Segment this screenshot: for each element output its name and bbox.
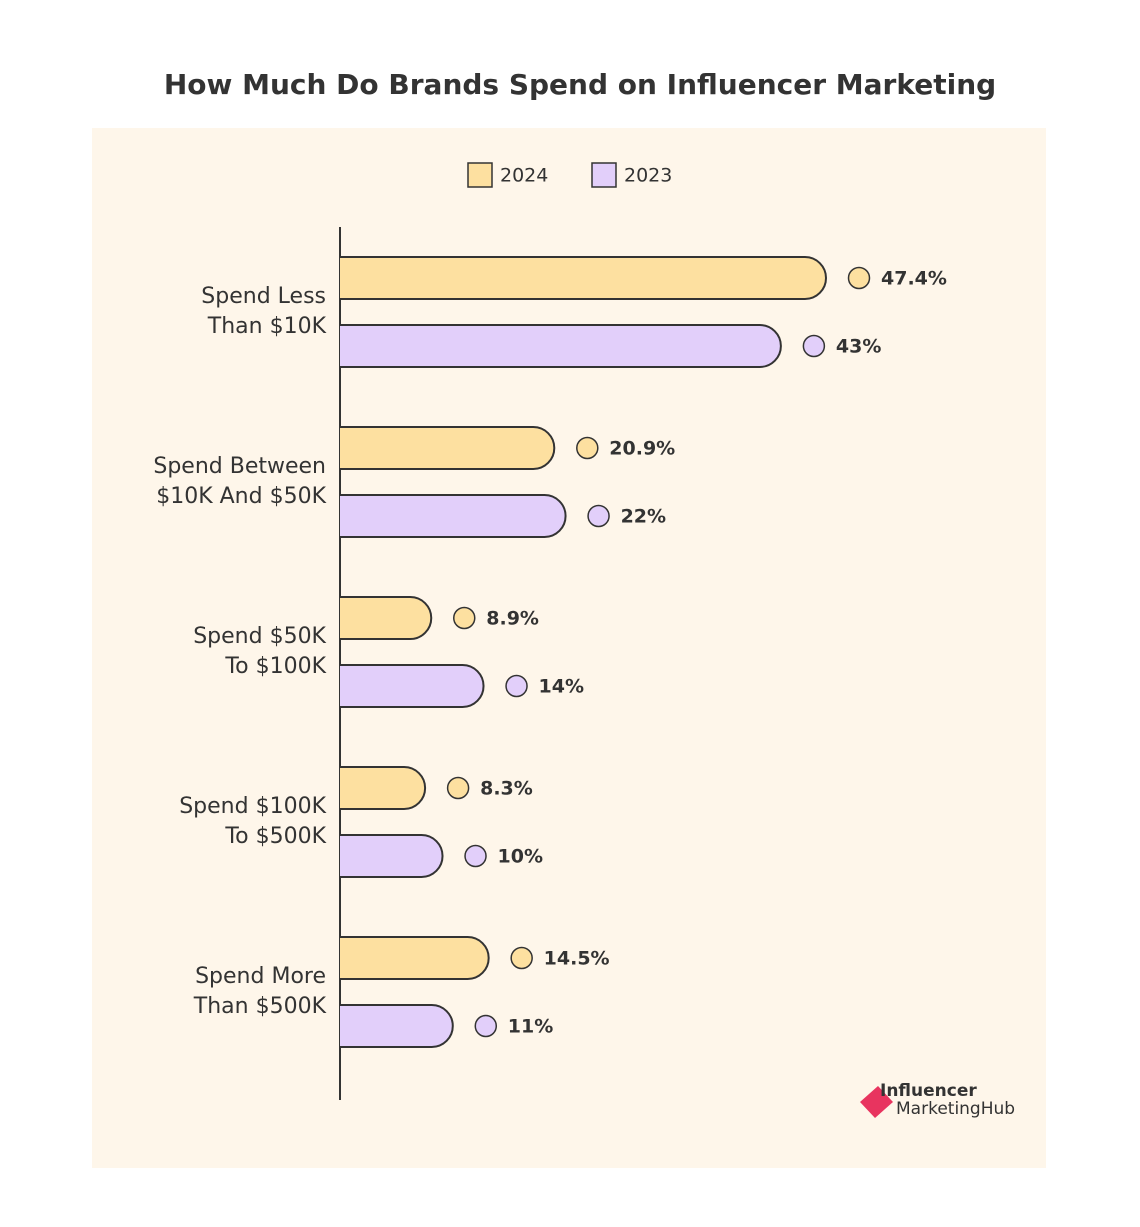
value-label: 8.3% (480, 778, 533, 800)
value-marker (474, 1014, 498, 1038)
value-label: 22% (621, 506, 666, 528)
logo: Influencer MarketingHub (860, 1081, 1015, 1119)
legend-label: 2023 (624, 165, 672, 187)
bar (340, 426, 556, 470)
logo-icon (860, 1086, 893, 1118)
bar (340, 494, 567, 538)
value-marker (510, 946, 533, 970)
y-tick-label: Spend Less Than $10K (201, 284, 326, 339)
logo-text: Influencer (880, 1081, 977, 1101)
value-marker (802, 334, 826, 358)
value-marker (464, 844, 487, 868)
value-label: 20.9% (609, 438, 675, 460)
bar (340, 834, 444, 878)
y-tick-label: Spend More Than $500K (193, 964, 327, 1019)
value-label: 47.4% (881, 268, 947, 290)
y-tick-label: Spend $100K To $500K (179, 794, 326, 849)
bar (340, 1004, 454, 1048)
value-marker (505, 674, 528, 698)
value-label: 11% (508, 1016, 553, 1038)
bar (340, 936, 490, 980)
value-marker (446, 776, 470, 800)
value-label: 14.5% (544, 948, 610, 970)
bar (340, 324, 782, 368)
value-label: 8.9% (486, 608, 539, 630)
legend-swatch (591, 162, 617, 188)
value-label: 10% (498, 846, 543, 868)
bar (340, 256, 827, 300)
plot-background (92, 128, 1046, 1168)
bar (340, 766, 427, 810)
bar (340, 664, 485, 708)
legend-swatch (467, 162, 493, 188)
value-label: 43% (836, 336, 881, 358)
legend-label: 2024 (500, 165, 548, 187)
value-marker (587, 504, 610, 528)
y-tick-label: Spend Between $10K And $50K (153, 454, 326, 509)
value-marker (576, 436, 599, 460)
chart-title: How Much Do Brands Spend on Influencer M… (164, 68, 996, 101)
logo-text: MarketingHub (896, 1099, 1015, 1119)
bar (340, 596, 433, 640)
value-label: 14% (539, 676, 584, 698)
y-tick-label: Spend $50K To $100K (193, 624, 326, 679)
value-marker (847, 266, 871, 290)
value-marker (453, 606, 476, 630)
